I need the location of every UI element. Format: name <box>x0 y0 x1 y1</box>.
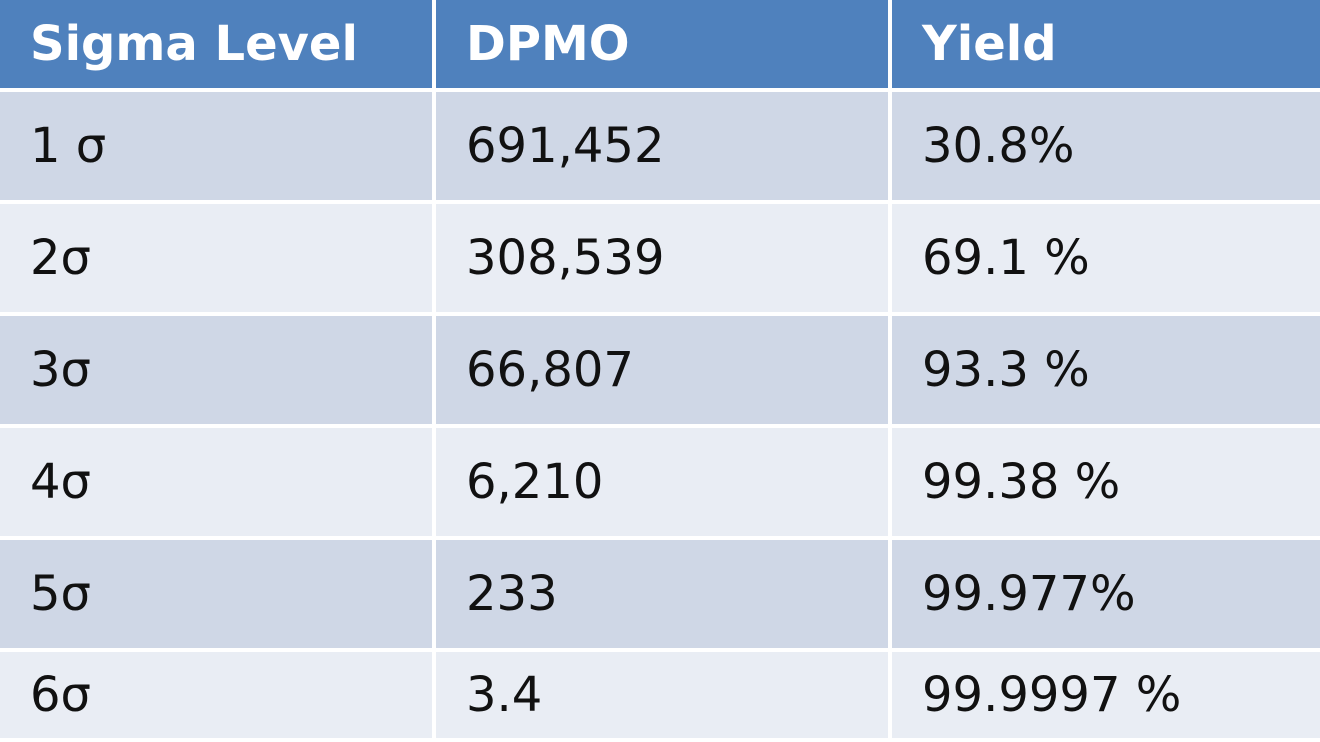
table-cell: 1 σ <box>0 92 432 200</box>
table-cell: 3σ <box>0 316 432 424</box>
table-cell: 6σ <box>0 652 432 738</box>
table-cell: 691,452 <box>436 92 888 200</box>
table-cell: 30.8% <box>892 92 1320 200</box>
table-cell: 66,807 <box>436 316 888 424</box>
table-cell: 3.4 <box>436 652 888 738</box>
table-cell: 99.38 % <box>892 428 1320 536</box>
table-cell: 233 <box>436 540 888 648</box>
table-cell: 6,210 <box>436 428 888 536</box>
table-cell: 308,539 <box>436 204 888 312</box>
header-cell: DPMO <box>436 0 888 88</box>
table-cell: 99.977% <box>892 540 1320 648</box>
table-cell: 2σ <box>0 204 432 312</box>
table-cell: 99.9997 % <box>892 652 1320 738</box>
table-cell: 4σ <box>0 428 432 536</box>
header-cell: Yield <box>892 0 1320 88</box>
table-cell: 93.3 % <box>892 316 1320 424</box>
table-cell: 5σ <box>0 540 432 648</box>
header-cell: Sigma Level <box>0 0 432 88</box>
table-cell: 69.1 % <box>892 204 1320 312</box>
